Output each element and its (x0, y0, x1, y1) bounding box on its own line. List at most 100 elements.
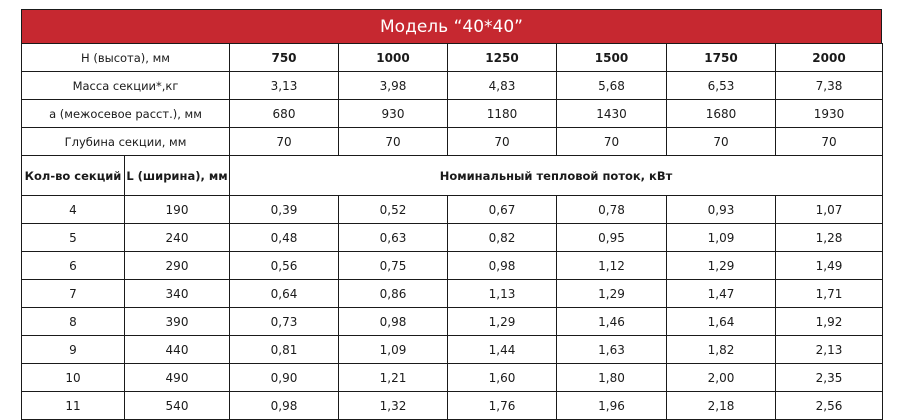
param-row-height: Н (высота), мм 750 1000 1250 1500 1750 2… (21, 43, 883, 72)
heat-flow-cell: 0,63 (338, 223, 448, 252)
heat-flow-cell: 1,64 (666, 307, 776, 336)
heat-flow-cell: 1,07 (775, 195, 883, 224)
column-header-row: Кол-во секций L (ширина), мм Номинальный… (21, 155, 883, 196)
heat-flow-cell: 0,82 (447, 223, 557, 252)
table-row: 4 190 0,39 0,52 0,67 0,78 0,93 1,07 (21, 195, 883, 224)
heat-flow-cell: 1,32 (338, 391, 448, 420)
width-cell: 290 (124, 251, 230, 280)
heat-flow-cell: 0,73 (229, 307, 339, 336)
heat-flow-cell: 1,29 (666, 251, 776, 280)
sections-count-cell: 8 (21, 307, 125, 336)
param-value: 1500 (556, 43, 667, 72)
param-value: 3,98 (338, 71, 448, 100)
heat-flow-cell: 1,82 (666, 335, 776, 364)
heat-flow-cell: 1,09 (666, 223, 776, 252)
param-label: Н (высота), мм (21, 43, 230, 72)
heat-flow-cell: 1,46 (556, 307, 667, 336)
heat-flow-cell: 0,86 (338, 279, 448, 308)
table-title: Модель “40*40” (21, 9, 882, 43)
heat-flow-header: Номинальный тепловой поток, кВт (229, 155, 883, 196)
param-value: 70 (775, 127, 883, 156)
heat-flow-cell: 0,75 (338, 251, 448, 280)
param-value: 70 (229, 127, 339, 156)
param-value: 1430 (556, 99, 667, 128)
heat-flow-cell: 0,52 (338, 195, 448, 224)
param-value: 1680 (666, 99, 776, 128)
heat-flow-cell: 0,81 (229, 335, 339, 364)
sections-count-cell: 6 (21, 251, 125, 280)
param-label: Глубина секции, мм (21, 127, 230, 156)
param-value: 1930 (775, 99, 883, 128)
heat-flow-cell: 1,47 (666, 279, 776, 308)
heat-flow-cell: 0,64 (229, 279, 339, 308)
heat-flow-cell: 1,60 (447, 363, 557, 392)
heat-flow-cell: 1,13 (447, 279, 557, 308)
table-row: 5 240 0,48 0,63 0,82 0,95 1,09 1,28 (21, 223, 883, 252)
param-value: 70 (338, 127, 448, 156)
width-cell: 390 (124, 307, 230, 336)
heat-flow-cell: 0,67 (447, 195, 557, 224)
heat-flow-cell: 1,09 (338, 335, 448, 364)
width-cell: 540 (124, 391, 230, 420)
param-value: 70 (447, 127, 557, 156)
param-value: 70 (556, 127, 667, 156)
heat-flow-cell: 1,76 (447, 391, 557, 420)
heat-flow-cell: 2,35 (775, 363, 883, 392)
heat-flow-cell: 1,29 (556, 279, 667, 308)
heat-flow-cell: 1,29 (447, 307, 557, 336)
heat-flow-cell: 0,39 (229, 195, 339, 224)
spec-table: Н (высота), мм 750 1000 1250 1500 1750 2… (21, 43, 883, 420)
table-row: 9 440 0,81 1,09 1,44 1,63 1,82 2,13 (21, 335, 883, 364)
param-row-axis-distance: а (межосевое расст.), мм 680 930 1180 14… (21, 99, 883, 128)
param-value: 5,68 (556, 71, 667, 100)
width-cell: 240 (124, 223, 230, 252)
table-row: 10 490 0,90 1,21 1,60 1,80 2,00 2,35 (21, 363, 883, 392)
param-value: 3,13 (229, 71, 339, 100)
width-cell: 490 (124, 363, 230, 392)
spec-table-container: Модель “40*40” Н (высота), мм 750 1000 1… (21, 9, 883, 420)
heat-flow-cell: 0,56 (229, 251, 339, 280)
spec-table-body: Н (высота), мм 750 1000 1250 1500 1750 2… (21, 43, 883, 420)
param-value: 7,38 (775, 71, 883, 100)
param-value: 680 (229, 99, 339, 128)
heat-flow-cell: 1,92 (775, 307, 883, 336)
heat-flow-cell: 0,95 (556, 223, 667, 252)
heat-flow-cell: 0,78 (556, 195, 667, 224)
param-value: 2000 (775, 43, 883, 72)
heat-flow-cell: 2,13 (775, 335, 883, 364)
heat-flow-cell: 1,28 (775, 223, 883, 252)
param-value: 1250 (447, 43, 557, 72)
heat-flow-cell: 0,98 (447, 251, 557, 280)
sections-count-cell: 9 (21, 335, 125, 364)
sections-count-cell: 10 (21, 363, 125, 392)
param-value: 1750 (666, 43, 776, 72)
param-value: 1180 (447, 99, 557, 128)
param-row-depth: Глубина секции, мм 70 70 70 70 70 70 (21, 127, 883, 156)
width-header: L (ширина), мм (124, 155, 230, 196)
heat-flow-cell: 0,98 (338, 307, 448, 336)
table-row: 7 340 0,64 0,86 1,13 1,29 1,47 1,71 (21, 279, 883, 308)
heat-flow-cell: 0,48 (229, 223, 339, 252)
sections-count-cell: 5 (21, 223, 125, 252)
heat-flow-cell: 1,12 (556, 251, 667, 280)
sections-count-cell: 7 (21, 279, 125, 308)
heat-flow-cell: 2,18 (666, 391, 776, 420)
heat-flow-cell: 1,80 (556, 363, 667, 392)
sections-count-header: Кол-во секций (21, 155, 125, 196)
heat-flow-cell: 1,63 (556, 335, 667, 364)
param-value: 750 (229, 43, 339, 72)
sections-count-cell: 11 (21, 391, 125, 420)
param-value: 1000 (338, 43, 448, 72)
heat-flow-cell: 1,49 (775, 251, 883, 280)
heat-flow-cell: 2,56 (775, 391, 883, 420)
param-label: а (межосевое расст.), мм (21, 99, 230, 128)
heat-flow-cell: 1,21 (338, 363, 448, 392)
param-row-mass: Масса секции*,кг 3,13 3,98 4,83 5,68 6,5… (21, 71, 883, 100)
width-cell: 440 (124, 335, 230, 364)
table-row: 8 390 0,73 0,98 1,29 1,46 1,64 1,92 (21, 307, 883, 336)
sections-count-cell: 4 (21, 195, 125, 224)
heat-flow-cell: 0,98 (229, 391, 339, 420)
param-value: 4,83 (447, 71, 557, 100)
width-cell: 190 (124, 195, 230, 224)
width-cell: 340 (124, 279, 230, 308)
